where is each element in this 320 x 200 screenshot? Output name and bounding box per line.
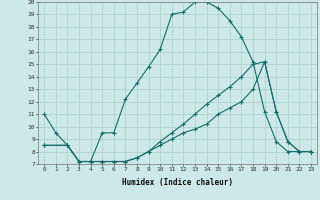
X-axis label: Humidex (Indice chaleur): Humidex (Indice chaleur) [122, 178, 233, 187]
